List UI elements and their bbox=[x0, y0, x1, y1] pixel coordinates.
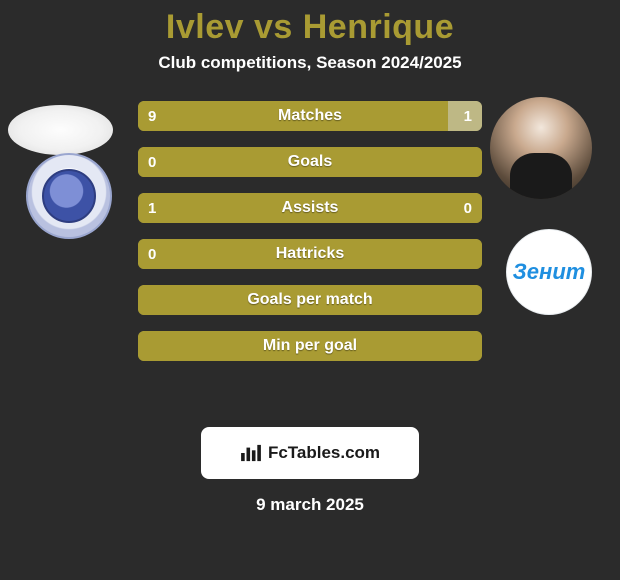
club-badge-left-inner bbox=[42, 169, 96, 223]
date-text: 9 march 2025 bbox=[0, 495, 620, 515]
player-avatar-right bbox=[490, 97, 592, 199]
stat-label: Goals bbox=[138, 147, 482, 177]
stat-label: Goals per match bbox=[138, 285, 482, 315]
title-vs: vs bbox=[254, 8, 293, 46]
title-left-player: Ivlev bbox=[166, 8, 244, 46]
stat-row: Assists1 0 bbox=[138, 193, 482, 223]
player-avatar-left bbox=[8, 105, 113, 155]
source-badge: FcTables.com bbox=[201, 427, 419, 479]
stat-label: Min per goal bbox=[138, 331, 482, 361]
club-badge-left bbox=[26, 153, 112, 239]
subtitle: Club competitions, Season 2024/2025 bbox=[0, 53, 620, 73]
bar-chart-icon bbox=[240, 444, 262, 462]
stat-label: Matches bbox=[138, 101, 482, 131]
stat-label: Hattricks bbox=[138, 239, 482, 269]
stat-row: Min per goal bbox=[138, 331, 482, 361]
stat-value-right: 0 bbox=[454, 193, 482, 223]
stat-bars: Matches91Goals0Assists10Hattricks0Goals … bbox=[138, 101, 482, 377]
stat-value-left: 1 bbox=[138, 193, 166, 223]
stat-row: Goals0 bbox=[138, 147, 482, 177]
stat-value-left: 0 bbox=[138, 147, 166, 177]
page-title: Ivlev vs Henrique bbox=[0, 8, 620, 47]
stat-value-left: 0 bbox=[138, 239, 166, 269]
stat-value-left: 9 bbox=[138, 101, 166, 131]
comparison-arena: Зенит Matches91Goals0Assists10Hattricks0… bbox=[0, 101, 620, 401]
stat-row: Hattricks0 bbox=[138, 239, 482, 269]
stat-row: Goals per match bbox=[138, 285, 482, 315]
stat-row: Matches9 1 bbox=[138, 101, 482, 131]
stat-label: Assists bbox=[138, 193, 482, 223]
source-text: FcTables.com bbox=[268, 443, 380, 463]
zenit-logo-glyph: Зенит bbox=[513, 259, 586, 285]
stat-value-right: 1 bbox=[454, 101, 482, 131]
comparison-card: Ivlev vs Henrique Club competitions, Sea… bbox=[0, 0, 620, 515]
club-badge-right: Зенит bbox=[506, 229, 592, 315]
title-right-player: Henrique bbox=[303, 8, 454, 46]
